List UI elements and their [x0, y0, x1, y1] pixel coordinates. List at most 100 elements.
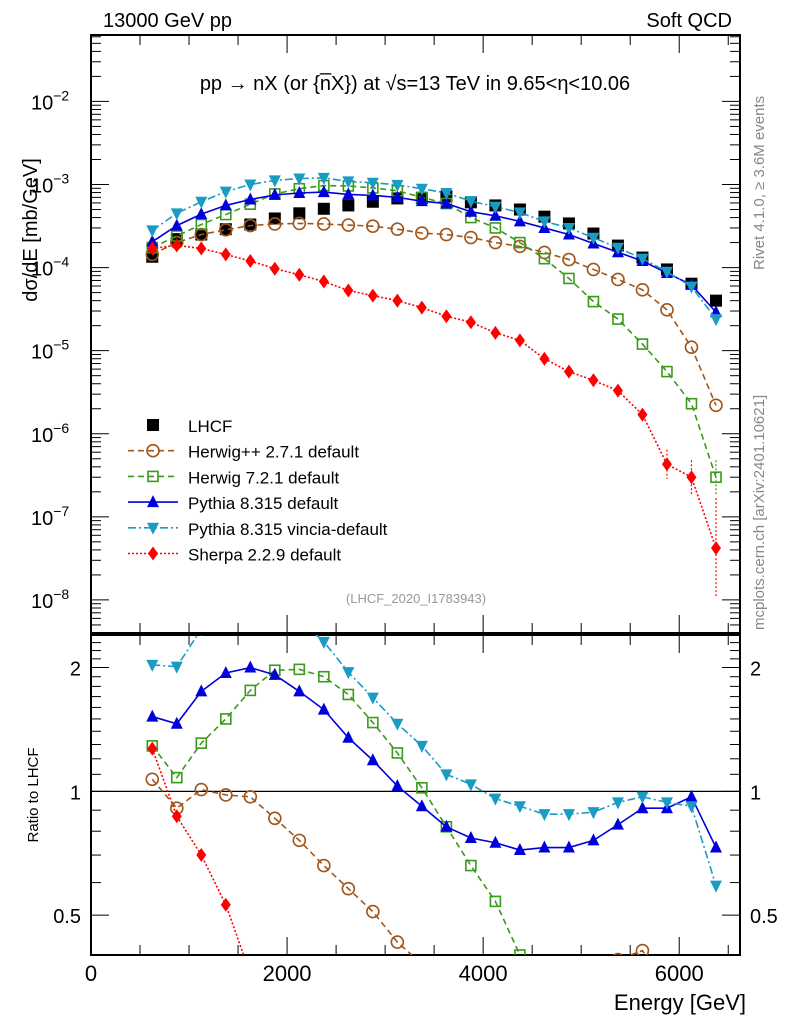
data-point: [243, 218, 258, 233]
ratio-point: [147, 741, 158, 756]
data-point: [293, 207, 306, 220]
mcplots-label: mcplots.cern.ch [arXiv:2401.10621]: [751, 395, 768, 630]
data-point: [538, 216, 551, 229]
series-herwig-2-7-1-default: [145, 216, 723, 413]
data-point: [218, 222, 233, 237]
data-point: [489, 208, 502, 221]
data-point: [146, 225, 159, 238]
data-point: [685, 397, 698, 410]
ratio-point: [685, 801, 698, 814]
ratio-point: [293, 684, 306, 697]
ratio-point: [170, 771, 183, 784]
x-tick-label: 6000: [655, 961, 704, 986]
data-point: [194, 227, 209, 242]
rivet-label: Rivet 4.1.0, ≥ 3.6M events: [751, 96, 768, 270]
data-point: [415, 194, 428, 207]
legend-marker: [147, 470, 159, 483]
ratio-point: [195, 737, 208, 749]
data-point: [489, 201, 502, 214]
x-tick-label: 0: [85, 961, 97, 986]
data-point: [612, 383, 623, 398]
data-point: [219, 186, 232, 199]
ratio-point: [660, 797, 673, 810]
legend-marker: [147, 522, 159, 535]
data-point: [366, 177, 379, 190]
ratio-point: [415, 799, 428, 812]
data-point: [710, 541, 721, 556]
legend-item: Herwig 7.2.1 default: [128, 468, 339, 487]
ratio-line: [151, 668, 521, 955]
ratio-point: [219, 666, 232, 679]
main-panel: 10−8 10−7 10−6 10−5 10−4 10−3 10−2: [31, 34, 741, 634]
ratio-y-tick-label: 2: [70, 659, 81, 681]
x-tick-label: 2000: [263, 961, 312, 986]
data-point: [441, 309, 452, 324]
legend-marker: [147, 419, 159, 431]
data-point: [342, 176, 355, 189]
data-point: [392, 293, 403, 308]
data-point: [513, 214, 526, 227]
ratio-point: [489, 835, 502, 848]
data-point: [415, 226, 429, 240]
data-point: [195, 207, 208, 220]
data-point: [342, 199, 355, 212]
ratio-point: [464, 779, 477, 792]
data-point: [440, 188, 453, 201]
data-point: [514, 236, 526, 249]
data-point: [146, 250, 159, 263]
ratio-point: [146, 659, 159, 672]
data-point: [464, 204, 477, 217]
data-point: [219, 198, 232, 211]
data-point: [390, 222, 405, 236]
data-point: [514, 333, 525, 348]
legend: LHCF Herwig++ 2.7.1 default Herwig 7.2.1 d…: [128, 417, 388, 565]
data-point: [146, 234, 159, 247]
data-point: [539, 351, 550, 366]
data-point: [366, 219, 380, 233]
data-point: [415, 183, 428, 196]
data-point: [391, 179, 404, 192]
ratio-point: [367, 716, 379, 729]
ratio-point: [292, 833, 307, 848]
ratio-point: [218, 788, 233, 802]
ratio-point: [538, 963, 550, 975]
series-line: [151, 184, 717, 478]
ratio-y-tick-label-right: 1: [750, 782, 761, 804]
data-point: [587, 295, 600, 308]
ratio-point: [562, 840, 575, 853]
series-pythia-8-315-vincia-default: [146, 172, 722, 327]
data-point: [661, 457, 672, 472]
data-point: [562, 222, 575, 235]
plot-title: pp → nX (or {n̅X}) at √s=13 TeV in 9.65<…: [200, 72, 630, 95]
ratio-point: [415, 740, 428, 753]
ratio-point: [465, 859, 477, 872]
ratio-point: [268, 667, 281, 680]
data-point: [294, 267, 305, 282]
ratio-point: [636, 791, 649, 804]
data-point: [660, 266, 673, 279]
data-point: [661, 365, 673, 378]
ratio-line: [151, 778, 647, 955]
ratio-point: [245, 967, 255, 981]
data-point: [391, 190, 404, 203]
data-point: [709, 294, 722, 307]
data-point: [366, 188, 379, 201]
legend-item: Pythia 8.315 default: [128, 494, 339, 513]
legend-label: Herwig 7.2.1 default: [188, 468, 339, 487]
data-point: [245, 254, 256, 269]
ratio-point: [391, 718, 404, 731]
data-point: [685, 281, 698, 294]
ratio-point: [709, 880, 722, 893]
ratio-point: [440, 819, 453, 832]
data-point: [219, 223, 232, 236]
main-axes: 10−8 10−7 10−6 10−5 10−4 10−3 10−2: [31, 34, 741, 634]
ratio-point: [196, 848, 207, 863]
legend-label: Sherpa 2.2.9 default: [188, 546, 341, 565]
ratio-point: [391, 779, 404, 792]
legend-label: Pythia 8.315 default: [188, 494, 339, 513]
ratio-data: [145, 635, 722, 981]
y-tick-label: 10−5: [31, 337, 69, 364]
data-point: [488, 235, 503, 250]
ratio-point: [195, 684, 208, 697]
